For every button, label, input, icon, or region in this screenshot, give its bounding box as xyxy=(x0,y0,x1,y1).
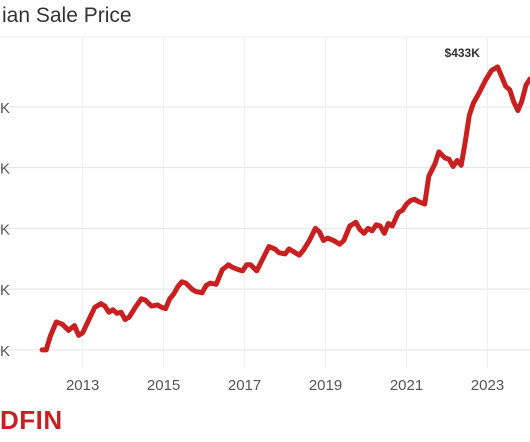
x-tick-label-2019: 2019 xyxy=(309,377,342,394)
gridlines xyxy=(0,36,530,368)
y-tick-label-1: K xyxy=(0,282,10,299)
y-tick-label-0: K xyxy=(0,343,10,360)
y-tick-label-3: K xyxy=(0,161,10,178)
x-tick-label-2013: 2013 xyxy=(66,377,99,394)
price-series-line xyxy=(39,64,530,353)
x-tick-label-2023: 2023 xyxy=(471,377,504,394)
y-tick-label-4: K xyxy=(0,100,10,117)
x-tick-label-2021: 2021 xyxy=(390,377,423,394)
x-axis-tick-labels: 2013 2015 2017 2019 2021 2023 xyxy=(66,377,504,394)
chart-title: ian Sale Price xyxy=(2,4,132,27)
x-tick-label-2017: 2017 xyxy=(228,377,261,394)
y-tick-label-2: K xyxy=(0,221,10,238)
redfin-logo-text: DFIN xyxy=(0,405,63,435)
x-tick-label-2015: 2015 xyxy=(147,377,180,394)
peak-annotation-label: $433K xyxy=(445,46,481,60)
y-axis-tick-labels: K K K K K xyxy=(0,100,10,360)
